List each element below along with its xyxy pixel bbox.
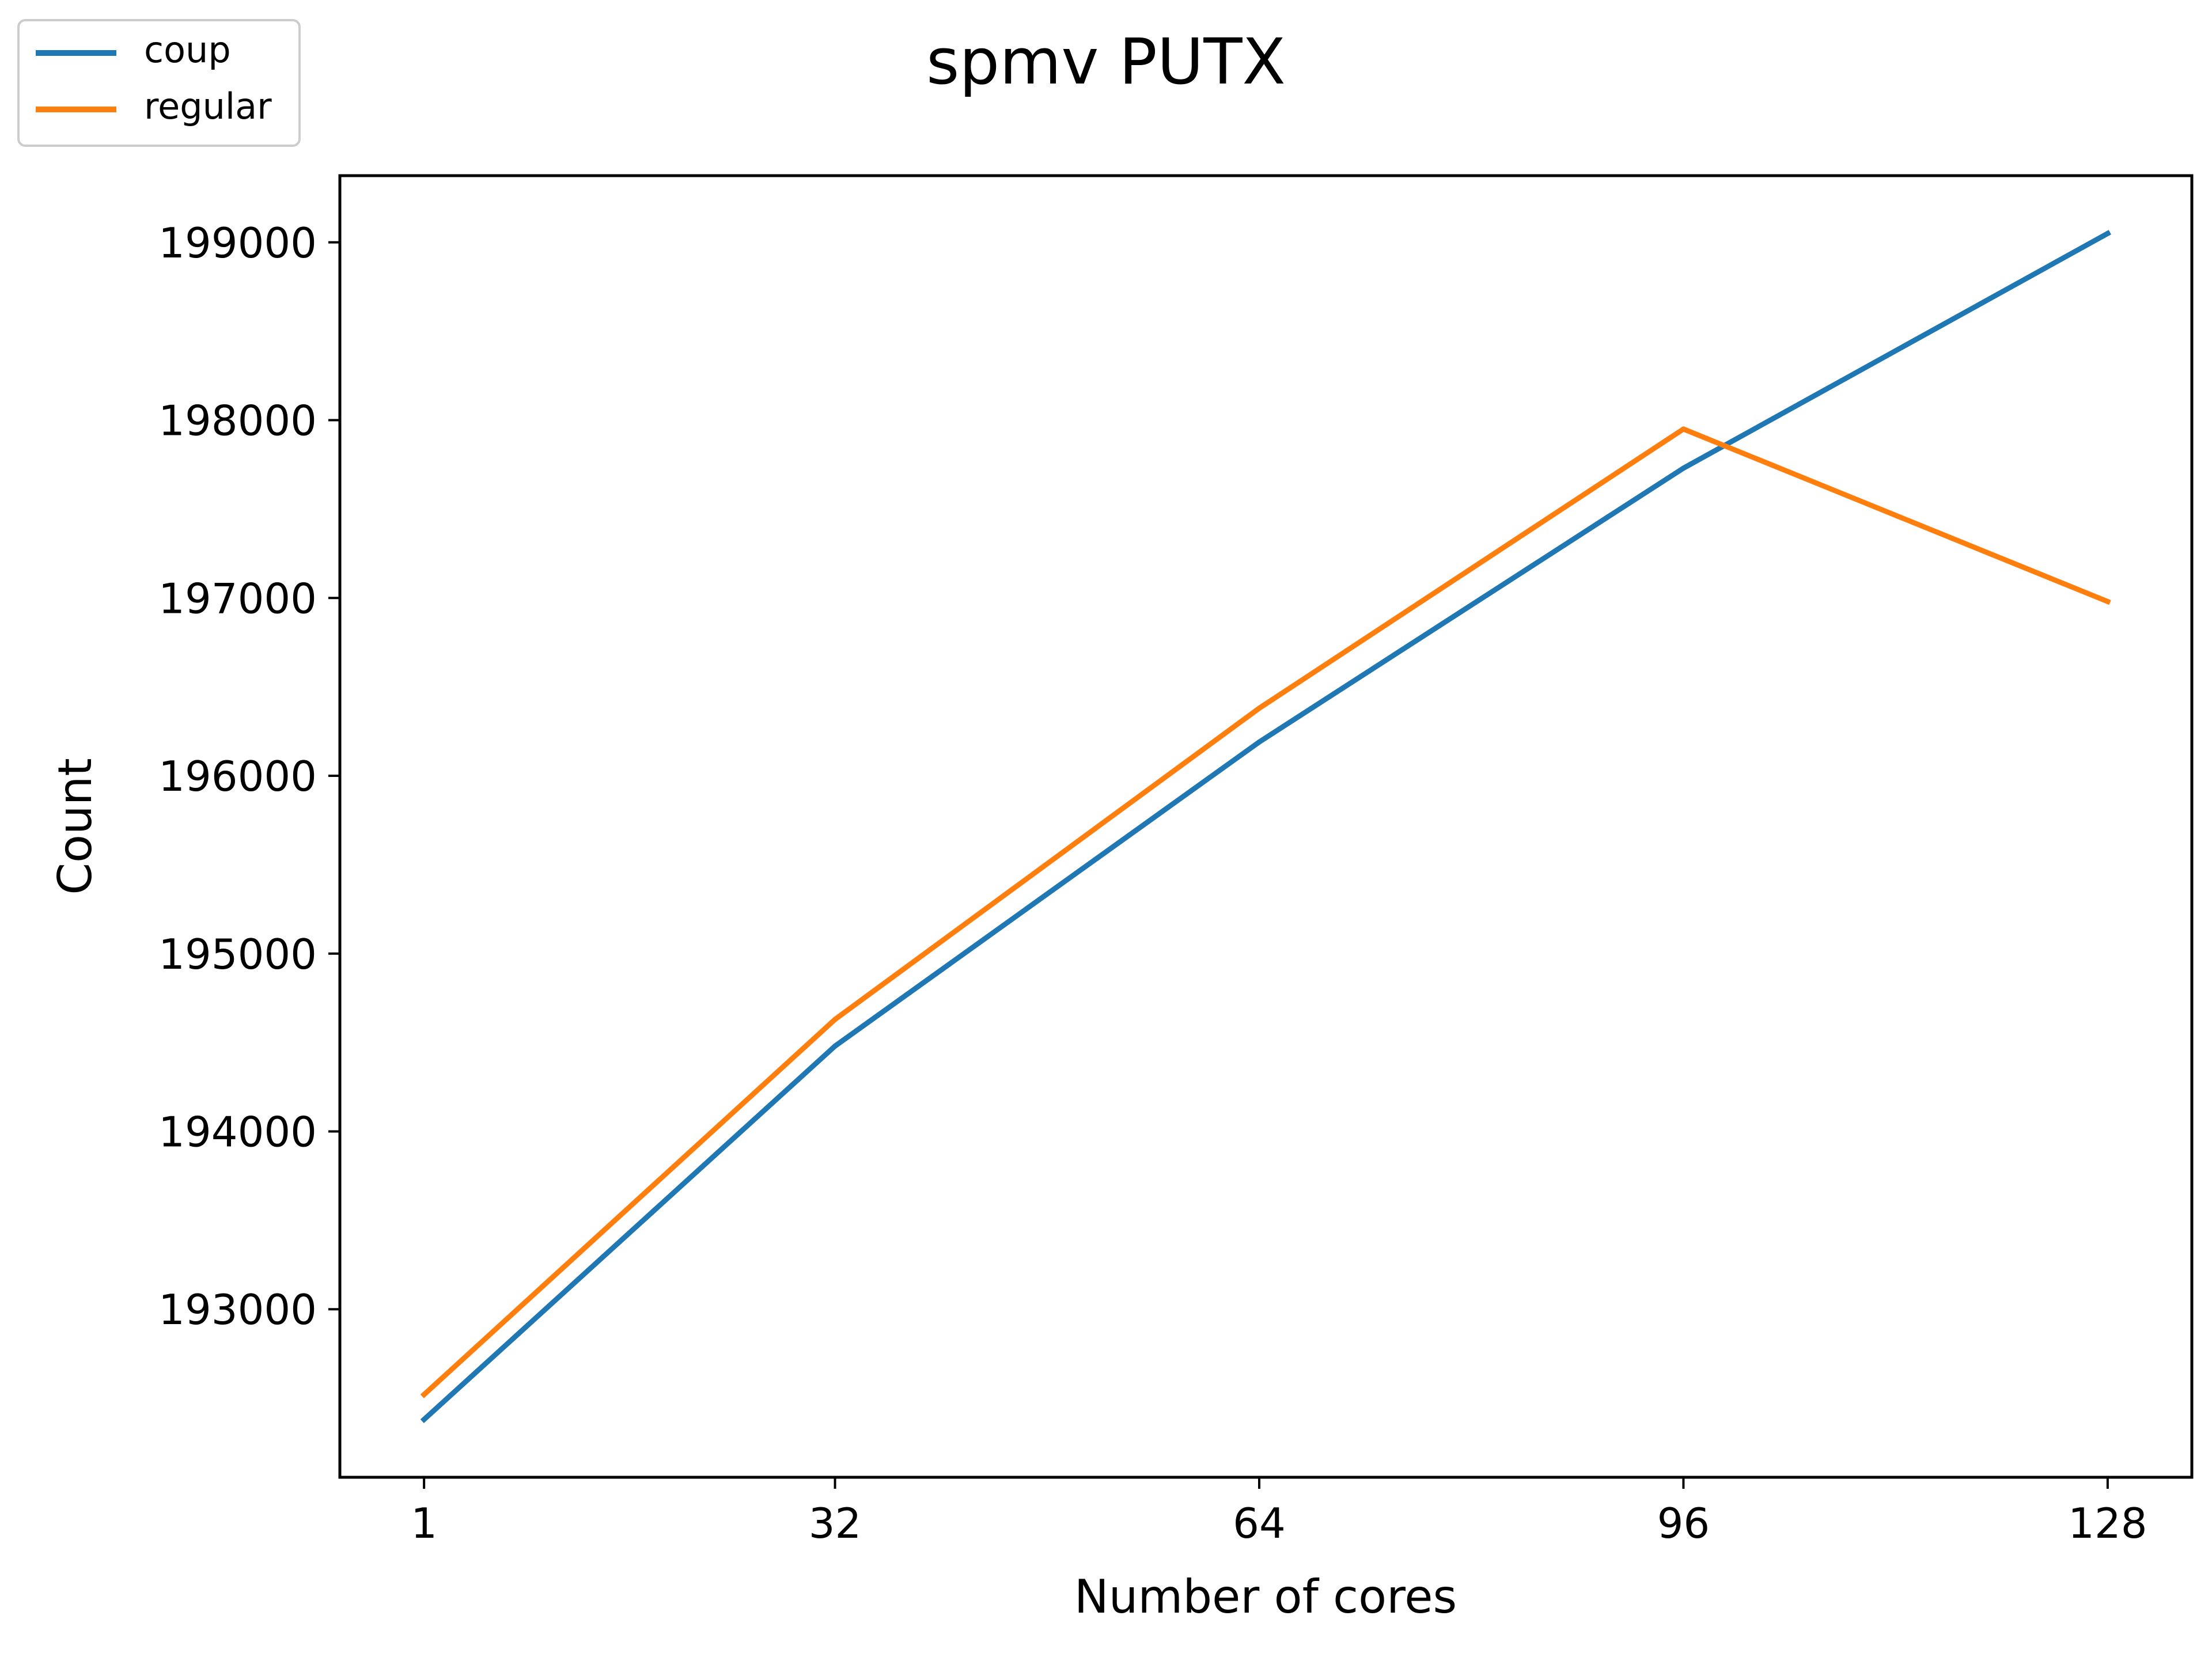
x-tick-label: 96 bbox=[1657, 1499, 1710, 1548]
legend-label-coup: coup bbox=[144, 29, 231, 71]
data-point-regular bbox=[1256, 706, 1262, 711]
data-point-regular bbox=[2105, 598, 2111, 604]
x-axis-ticks: 1 32 64 96 128 bbox=[411, 1477, 2147, 1548]
y-tick-label: 195000 bbox=[158, 930, 317, 979]
series-line-coup bbox=[420, 230, 2111, 1424]
data-point-regular bbox=[421, 1391, 427, 1397]
y-tick-label: 196000 bbox=[158, 752, 317, 801]
data-point-coup bbox=[832, 1043, 838, 1049]
data-point-coup bbox=[1256, 739, 1262, 745]
data-point-coup bbox=[1680, 465, 1686, 471]
legend-label-regular: regular bbox=[144, 85, 272, 127]
x-axis-label: Number of cores bbox=[1074, 1570, 1457, 1624]
x-tick-label: 128 bbox=[2068, 1499, 2147, 1548]
series-layer bbox=[420, 230, 2111, 1424]
y-tick-label: 193000 bbox=[158, 1285, 317, 1334]
y-tick-label: 194000 bbox=[158, 1108, 317, 1156]
series-line-regular bbox=[420, 426, 2111, 1398]
y-tick-label: 198000 bbox=[158, 397, 317, 445]
plot-area-frame bbox=[338, 174, 2194, 1479]
y-axis-ticks: 193000 194000 195000 196000 197000 198000 1990… bbox=[158, 219, 340, 1334]
y-axis-label: Count bbox=[48, 758, 102, 895]
y-tick-label: 197000 bbox=[158, 574, 317, 623]
x-tick-label: 32 bbox=[809, 1499, 862, 1548]
legend: coup regular bbox=[17, 19, 301, 147]
data-point-regular bbox=[832, 1017, 838, 1022]
data-point-coup bbox=[2105, 230, 2111, 236]
chart-title: spmv PUTX bbox=[926, 25, 1286, 98]
x-tick-label: 1 bbox=[411, 1499, 437, 1548]
x-tick-label: 64 bbox=[1233, 1499, 1286, 1548]
data-point-coup bbox=[421, 1417, 427, 1423]
y-tick-label: 199000 bbox=[158, 219, 317, 267]
data-point-regular bbox=[1680, 426, 1686, 432]
